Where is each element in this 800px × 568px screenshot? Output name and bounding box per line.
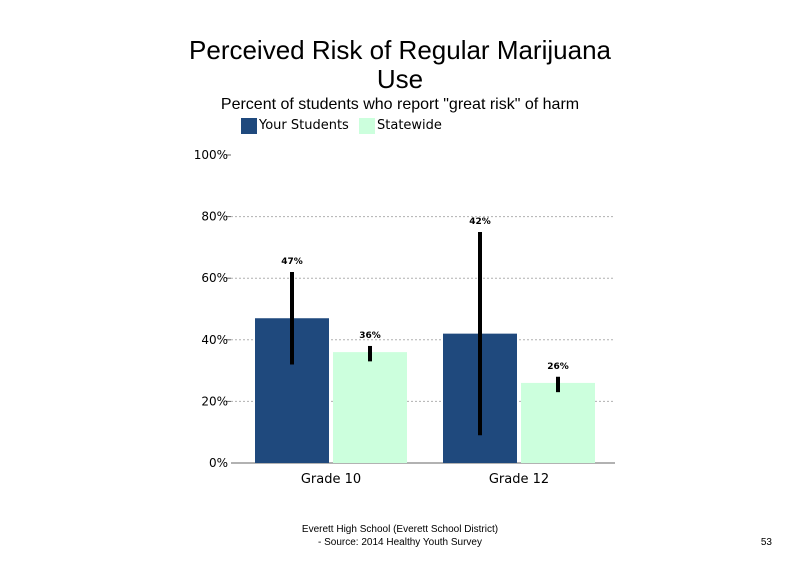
y-tick-label: 80% bbox=[201, 210, 228, 224]
legend-swatch-your-students bbox=[241, 118, 257, 134]
footer-school: Everett High School (Everett School Dist… bbox=[301, 524, 499, 535]
legend-label-statewide: Statewide bbox=[377, 118, 442, 133]
page-number: 53 bbox=[760, 537, 772, 548]
chart-subtitle: Percent of students who report "great ri… bbox=[220, 96, 580, 113]
chart-title-line1: Perceived Risk of Regular Marijuana bbox=[189, 35, 611, 65]
data-label: 47% bbox=[281, 257, 303, 267]
y-tick-label: 20% bbox=[201, 394, 228, 408]
y-tick-label: 0% bbox=[209, 456, 228, 470]
legend-label-your-students: Your Students bbox=[259, 118, 349, 133]
y-tick-label: 60% bbox=[201, 271, 228, 285]
footer-survey: - Source: 2014 Healthy Youth Survey bbox=[318, 537, 482, 548]
x-tick-label: Grade 10 bbox=[301, 472, 361, 487]
chart-title: Perceived Risk of Regular Marijuana Use bbox=[100, 36, 700, 94]
data-label: 42% bbox=[469, 217, 491, 227]
bar bbox=[521, 382, 595, 463]
bar bbox=[333, 352, 407, 463]
y-tick-label: 40% bbox=[201, 333, 228, 347]
footer-source: Everett High School (Everett School Dist… bbox=[200, 523, 600, 549]
chart-title-line2: Use bbox=[376, 64, 424, 94]
x-tick-label: Grade 12 bbox=[489, 472, 549, 487]
data-label: 36% bbox=[359, 331, 381, 341]
y-tick-label: 100% bbox=[194, 148, 228, 162]
data-label: 26% bbox=[547, 362, 569, 372]
legend-swatch-statewide bbox=[359, 118, 375, 134]
